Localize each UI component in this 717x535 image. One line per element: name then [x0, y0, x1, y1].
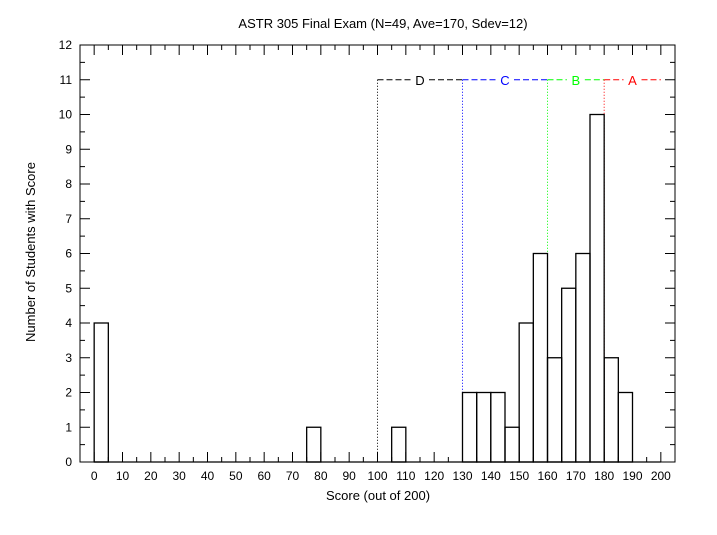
histogram-bar — [490, 391, 506, 463]
y-tick-label: 10 — [59, 108, 73, 122]
y-tick-label: 0 — [65, 455, 72, 469]
histogram-bar — [575, 252, 591, 463]
y-tick-label: 7 — [65, 212, 72, 226]
x-tick-label: 170 — [566, 469, 586, 483]
histogram-bar — [561, 287, 577, 463]
y-tick-label: 2 — [65, 386, 72, 400]
axes-layer: 0 10 20 30 40 50 60 70 80 90 100 110 120 130 140 150 160… — [59, 38, 676, 483]
histogram-bar — [617, 391, 634, 463]
histogram-bar — [603, 357, 619, 463]
y-tick-label: 5 — [65, 281, 72, 295]
y-tick-label: 3 — [65, 351, 72, 365]
grade-label: C — [500, 73, 509, 88]
histogram-bar — [589, 113, 605, 463]
x-tick-label: 20 — [144, 469, 158, 483]
x-tick-label: 0 — [91, 469, 98, 483]
grade-label: B — [571, 73, 580, 88]
y-tick-label: 9 — [65, 142, 72, 156]
x-tick-label: 180 — [594, 469, 614, 483]
histogram-bar — [476, 391, 492, 463]
histogram-bar — [93, 322, 109, 463]
x-tick-label: 190 — [622, 469, 642, 483]
grade-label: D — [415, 73, 424, 88]
y-tick-label: 6 — [65, 247, 72, 261]
x-tick-label: 80 — [314, 469, 328, 483]
histogram-bar — [532, 252, 549, 463]
x-tick-label: 130 — [452, 469, 472, 483]
x-tick-label: 40 — [201, 469, 215, 483]
x-tick-label: 90 — [342, 469, 356, 483]
x-tick-label: 160 — [537, 469, 557, 483]
x-tick-label: 60 — [257, 469, 271, 483]
histogram-bar — [546, 357, 563, 463]
x-tick-label: 10 — [116, 469, 130, 483]
histogram-bar — [504, 426, 520, 463]
x-tick-label: 140 — [481, 469, 501, 483]
histogram-bar — [391, 426, 407, 463]
histogram-bar — [461, 391, 478, 463]
chart-title: ASTR 305 Final Exam (N=49, Ave=170, Sdev… — [238, 16, 527, 31]
grade-label: A — [628, 73, 637, 88]
y-tick-label: 4 — [65, 316, 72, 330]
histogram-bar — [518, 322, 534, 463]
x-tick-label: 70 — [286, 469, 300, 483]
y-tick-label: 1 — [65, 420, 72, 434]
x-tick-label: 100 — [367, 469, 387, 483]
y-tick-label: 12 — [59, 38, 73, 52]
x-tick-label: 110 — [396, 469, 415, 483]
x-tick-label: 200 — [651, 469, 671, 483]
y-axis-label: Number of Students with Score — [23, 162, 38, 342]
x-tick-label: 50 — [229, 469, 243, 483]
x-tick-label: 150 — [509, 469, 529, 483]
x-axis-label: Score (out of 200) — [326, 488, 430, 503]
histogram-bar — [306, 426, 322, 463]
y-tick-label: 11 — [60, 73, 73, 87]
x-tick-label: 30 — [172, 469, 186, 483]
y-tick-label: 8 — [65, 177, 72, 191]
x-tick-label: 120 — [424, 469, 444, 483]
